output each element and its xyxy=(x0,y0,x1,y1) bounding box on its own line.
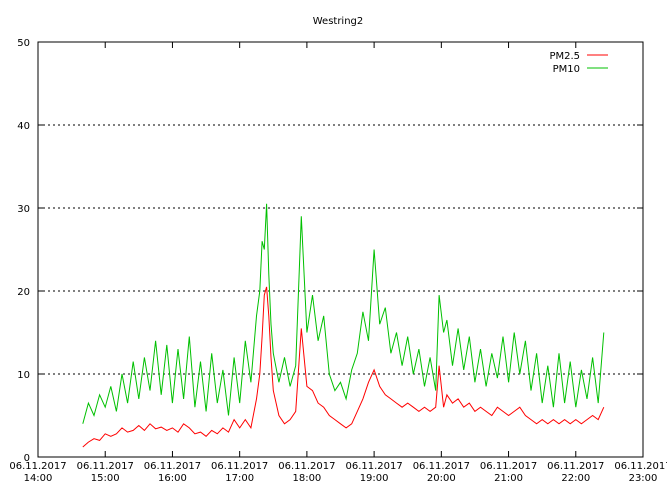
x-tick-label-time: 22:00 xyxy=(561,473,590,484)
series-line-pm25 xyxy=(82,286,605,448)
x-tick-label-date: 06.11.2017 xyxy=(211,461,268,472)
plot-frame xyxy=(37,41,644,458)
grid-lines xyxy=(38,124,643,375)
x-tick-label-time: 23:00 xyxy=(629,473,658,484)
x-tick-label-date: 06.11.2017 xyxy=(278,461,335,472)
chart-title: Westring2 xyxy=(313,16,364,27)
x-tick-label-time: 17:00 xyxy=(225,473,254,484)
x-tick-label-time: 15:00 xyxy=(91,473,120,484)
series-line-pm10 xyxy=(82,203,605,424)
x-tick-label-time: 20:00 xyxy=(427,473,456,484)
series-lines xyxy=(82,203,605,448)
x-tick-label-date: 06.11.2017 xyxy=(77,461,134,472)
x-tick-label-date: 06.11.2017 xyxy=(614,461,667,472)
x-tick-label-time: 16:00 xyxy=(158,473,187,484)
y-tick-label: 40 xyxy=(17,121,30,132)
x-tick-label-date: 06.11.2017 xyxy=(547,461,604,472)
x-tick-label-time: 19:00 xyxy=(360,473,389,484)
axes: 0102030405006.11.201714:0006.11.201715:0… xyxy=(9,38,667,484)
y-tick-label: 50 xyxy=(17,38,30,49)
x-tick-label-time: 14:00 xyxy=(24,473,53,484)
x-tick-label-time: 18:00 xyxy=(292,473,321,484)
legend-label: PM2.5 xyxy=(549,51,580,62)
y-tick-label: 0 xyxy=(24,453,30,464)
y-tick-label: 10 xyxy=(17,370,30,381)
x-tick-label-date: 06.11.2017 xyxy=(480,461,537,472)
x-tick-label-time: 21:00 xyxy=(494,473,523,484)
legend: PM2.5 PM10 xyxy=(549,51,608,75)
x-tick-label-date: 06.11.2017 xyxy=(345,461,402,472)
y-tick-label: 30 xyxy=(17,204,30,215)
x-tick-label-date: 06.11.2017 xyxy=(9,461,66,472)
legend-label: PM10 xyxy=(553,64,580,75)
y-tick-label: 20 xyxy=(17,287,30,298)
x-tick-label-date: 06.11.2017 xyxy=(413,461,470,472)
x-tick-label-date: 06.11.2017 xyxy=(144,461,201,472)
